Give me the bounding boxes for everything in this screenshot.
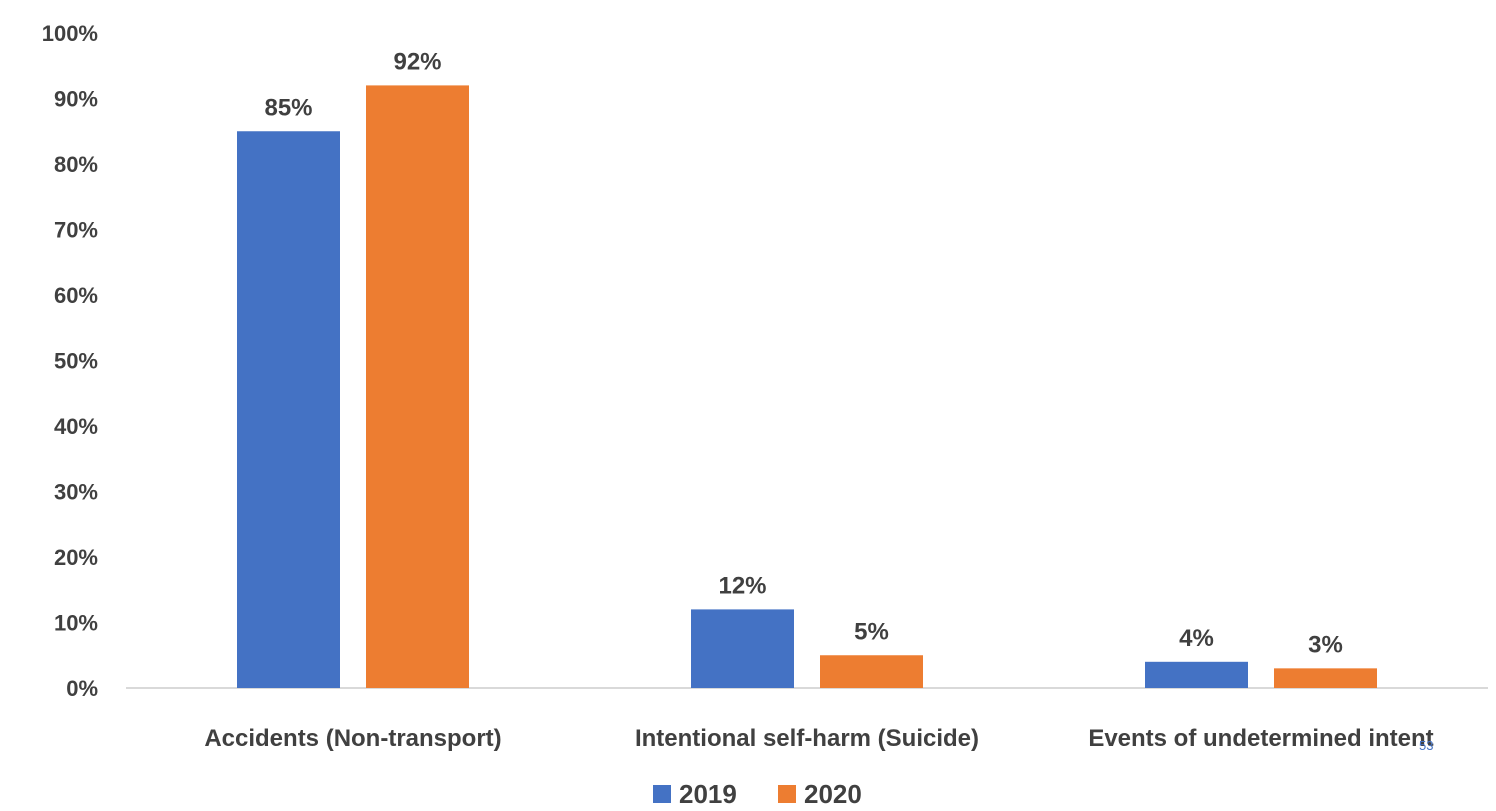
y-tick-label: 0% [66, 676, 98, 701]
data-label: 85% [264, 94, 312, 121]
legend-swatch-2020 [778, 785, 796, 803]
y-tick-label: 20% [54, 545, 98, 570]
bar-2019 [1145, 661, 1248, 688]
y-tick-label: 30% [54, 480, 98, 505]
data-label: 3% [1308, 631, 1343, 658]
y-tick-label: 60% [54, 283, 98, 308]
bar-2020 [820, 655, 923, 688]
category-label: Events of undetermined intent [1088, 725, 1433, 752]
bar-2019 [237, 131, 340, 688]
bar-2020 [366, 85, 469, 688]
legend-swatch-2019 [653, 785, 671, 803]
y-tick-label: 90% [54, 87, 98, 112]
y-tick-label: 50% [54, 349, 98, 374]
legend-label-2019: 2019 [679, 779, 737, 809]
y-tick-label: 70% [54, 218, 98, 243]
data-label: 92% [393, 48, 441, 75]
category-labels: Accidents (Non-transport) Intentional sel… [204, 725, 1433, 752]
category-label: Intentional self-harm (Suicide) [635, 725, 979, 752]
y-tick-label: 10% [54, 611, 98, 636]
bar-2020 [1274, 668, 1377, 688]
legend-label-2020: 2020 [804, 779, 862, 809]
y-tick-label: 80% [54, 152, 98, 177]
data-label: 12% [718, 572, 766, 599]
data-label: 5% [854, 618, 889, 645]
legend: 2019 2020 [653, 779, 862, 809]
bar-2019 [691, 609, 794, 688]
page-number: 53 [1419, 738, 1434, 753]
y-axis-ticks: 0% 10% 20% 30% 40% 50% 60% 70% 80% 90% 100% [42, 21, 98, 701]
y-tick-label: 40% [54, 414, 98, 439]
data-label: 4% [1179, 625, 1214, 652]
category-label: Accidents (Non-transport) [204, 725, 501, 752]
y-tick-label: 100% [42, 21, 98, 46]
bars: 85% 92% 12% 5% 4% 3% [237, 48, 1377, 688]
